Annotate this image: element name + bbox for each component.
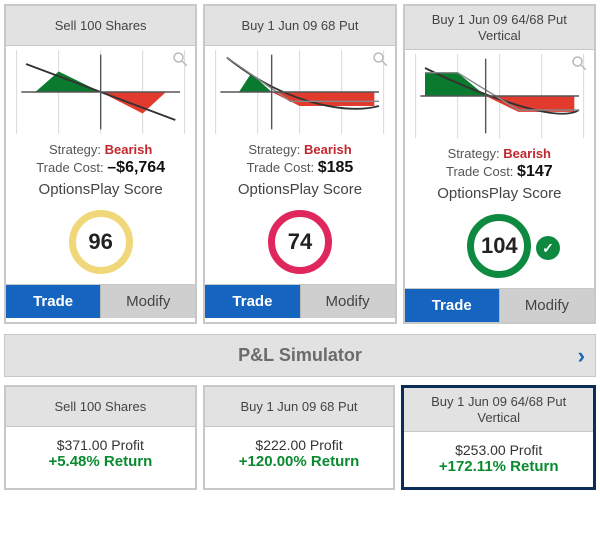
sim-return: +5.48% Return: [10, 453, 191, 470]
cost-value: $147: [517, 163, 553, 180]
sim-card-title: Buy 1 Jun 09 68 Put: [205, 387, 394, 427]
sim-profit: $222.00 Profit: [209, 437, 390, 453]
cost-label: Trade Cost:: [446, 164, 513, 179]
score-label: OptionsPlay Score: [10, 181, 191, 198]
trade-button[interactable]: Trade: [205, 285, 299, 318]
trade-button[interactable]: Trade: [6, 285, 100, 318]
cost-value: $185: [318, 159, 354, 176]
score-ring: 74: [268, 210, 332, 274]
strategy-value: Bearish: [503, 146, 551, 161]
score-label: OptionsPlay Score: [409, 185, 590, 202]
sim-card-body: $371.00 Profit +5.48% Return: [6, 427, 195, 482]
cost-label: Trade Cost:: [36, 160, 103, 175]
strategy-card: Buy 1 Jun 09 68 Put Strategy: Bearish Tr…: [203, 4, 396, 324]
modify-button[interactable]: Modify: [300, 285, 395, 318]
strategy-label: Strategy:: [248, 142, 300, 157]
card-title: Sell 100 Shares: [6, 6, 195, 46]
score-ring: 104: [467, 214, 531, 278]
pl-simulator-title: P&L Simulator: [238, 345, 362, 366]
card-buttons: Trade Modify: [405, 288, 594, 322]
magnify-icon[interactable]: [171, 50, 189, 68]
modify-button[interactable]: Modify: [100, 285, 195, 318]
card-buttons: Trade Modify: [6, 284, 195, 318]
chevron-right-icon: ›: [578, 343, 585, 369]
payoff-chart-svg: [10, 50, 191, 134]
card-title: Buy 1 Jun 09 68 Put: [205, 6, 394, 46]
score-ring-wrap: 96: [6, 204, 195, 284]
strategy-card: Sell 100 Shares Strategy: Bearish Trade …: [4, 4, 197, 324]
strategy-cards-row: Sell 100 Shares Strategy: Bearish Trade …: [4, 4, 596, 324]
card-meta: Strategy: Bearish Trade Cost: $185 Optio…: [205, 138, 394, 204]
strategy-value: Bearish: [105, 142, 153, 157]
payoff-chart: [405, 50, 594, 142]
checkmark-icon: ✓: [536, 236, 560, 260]
sim-card-title: Sell 100 Shares: [6, 387, 195, 427]
strategy-card: Buy 1 Jun 09 64/68 Put Vertical Strategy…: [403, 4, 596, 324]
trade-button[interactable]: Trade: [405, 289, 499, 322]
strategy-label: Strategy:: [448, 146, 500, 161]
payoff-chart: [6, 46, 195, 138]
payoff-chart-svg: [409, 54, 590, 138]
payoff-chart: [205, 46, 394, 138]
score-label: OptionsPlay Score: [209, 181, 390, 198]
modify-button[interactable]: Modify: [499, 289, 594, 322]
strategy-value: Bearish: [304, 142, 352, 157]
cost-label: Trade Cost:: [247, 160, 314, 175]
card-meta: Strategy: Bearish Trade Cost: –$6,764 Op…: [6, 138, 195, 204]
sim-card-body: $253.00 Profit +172.11% Return: [404, 432, 593, 487]
sim-profit: $371.00 Profit: [10, 437, 191, 453]
magnify-icon[interactable]: [371, 50, 389, 68]
score-ring: 96: [69, 210, 133, 274]
sim-return: +120.00% Return: [209, 453, 390, 470]
simulator-cards-row: Sell 100 Shares $371.00 Profit +5.48% Re…: [4, 385, 596, 490]
sim-card-title: Buy 1 Jun 09 64/68 Put Vertical: [404, 388, 593, 432]
sim-card[interactable]: Sell 100 Shares $371.00 Profit +5.48% Re…: [4, 385, 197, 490]
sim-card-body: $222.00 Profit +120.00% Return: [205, 427, 394, 482]
score-ring-wrap: 104 ✓: [405, 208, 594, 288]
pl-simulator-bar[interactable]: P&L Simulator ›: [4, 334, 596, 377]
magnify-icon[interactable]: [570, 54, 588, 72]
payoff-chart-svg: [209, 50, 390, 134]
cost-value: –$6,764: [107, 159, 165, 176]
sim-card[interactable]: Buy 1 Jun 09 64/68 Put Vertical $253.00 …: [401, 385, 596, 490]
card-meta: Strategy: Bearish Trade Cost: $147 Optio…: [405, 142, 594, 208]
sim-card[interactable]: Buy 1 Jun 09 68 Put $222.00 Profit +120.…: [203, 385, 396, 490]
card-title: Buy 1 Jun 09 64/68 Put Vertical: [405, 6, 594, 50]
score-ring-wrap: 74: [205, 204, 394, 284]
card-buttons: Trade Modify: [205, 284, 394, 318]
strategy-label: Strategy:: [49, 142, 101, 157]
sim-profit: $253.00 Profit: [408, 442, 589, 458]
sim-return: +172.11% Return: [408, 458, 589, 475]
